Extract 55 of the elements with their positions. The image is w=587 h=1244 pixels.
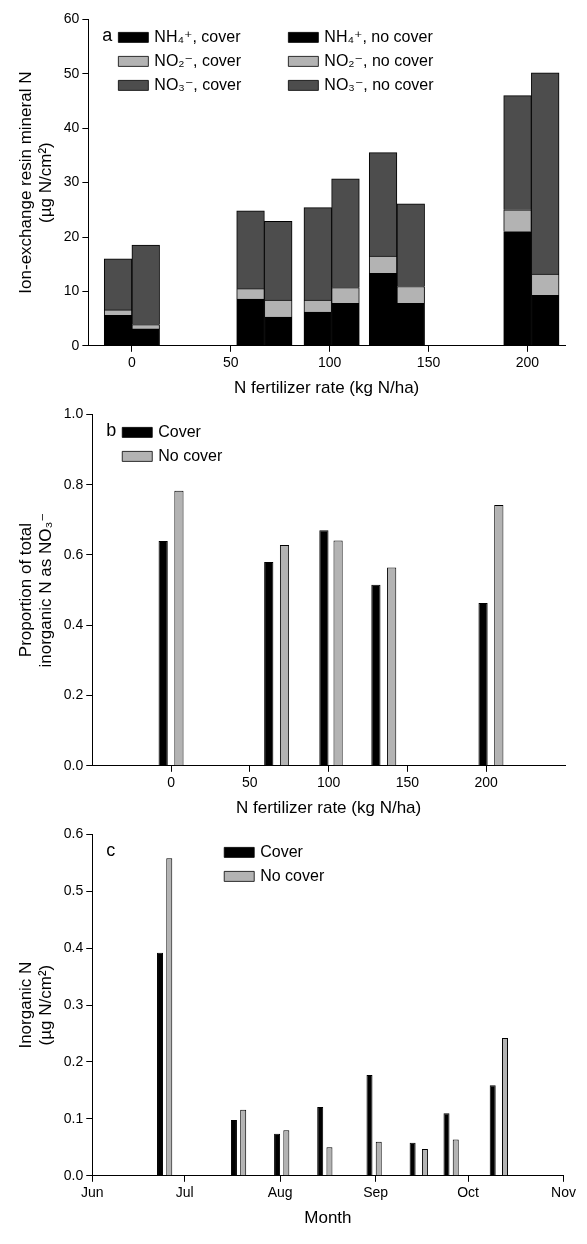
legend-label: Cover [158, 422, 202, 440]
y-tick-label: 40 [63, 119, 80, 136]
legend-label: No cover [260, 866, 325, 884]
y-axis-title: Proportion of total inorganic N as NO₃⁻ [15, 512, 56, 668]
y-tick-label: 60 [63, 10, 80, 27]
y-tick-label: 10 [63, 282, 80, 299]
x-tick-label: 150 [395, 774, 420, 791]
x-tick-label: 0 [167, 774, 176, 791]
x-tick-label: 150 [416, 354, 441, 371]
y-tick-label: 0.4 [63, 939, 84, 956]
x-tick-label: Sep [363, 1184, 389, 1201]
x-axis-title: N fertilizer rate (kg N/ha) [234, 378, 420, 398]
y-tick-label: 0.2 [63, 686, 84, 703]
annotation: c [106, 840, 116, 861]
y-tick-label: 0.6 [63, 825, 84, 842]
x-tick-label: Jul [175, 1184, 194, 1201]
annotation: a [102, 25, 114, 46]
y-tick-label: 50 [63, 64, 80, 81]
legend-label: NO₃⁻, no cover [324, 75, 435, 93]
legend-label: Cover [260, 842, 304, 860]
y-tick-label: 0.0 [63, 756, 84, 773]
annotation: b [106, 420, 117, 441]
y-tick-label: 0.6 [63, 545, 84, 562]
y-tick-label: 20 [63, 227, 80, 244]
legend-label: No cover [158, 446, 223, 464]
y-tick-label: 0.1 [63, 1109, 84, 1126]
legend-label: NO₂⁻, cover [154, 51, 242, 69]
legend-label: NH₄⁺, no cover [324, 27, 434, 45]
x-tick-label: 200 [515, 354, 540, 371]
y-tick-label: 0.0 [63, 1166, 84, 1183]
legend-label: NH₄⁺, cover [154, 27, 242, 45]
y-tick-label: 1.0 [63, 405, 84, 422]
y-tick-label: 0 [71, 336, 80, 353]
y-axis-title: Inorganic N (µg N/cm²) [15, 961, 56, 1049]
y-tick-label: 0.5 [63, 882, 84, 899]
x-axis-title: Month [304, 1208, 352, 1228]
x-tick-label: Oct [457, 1184, 480, 1201]
y-tick-label: 0.2 [63, 1052, 84, 1069]
y-tick-label: 0.4 [63, 616, 84, 633]
y-axis-title: Ion-exchange resin mineral N (µg N/cm²) [15, 71, 56, 294]
y-tick-label: 30 [63, 173, 80, 190]
legend-label: NO₂⁻, no cover [324, 51, 434, 69]
x-tick-label: 0 [127, 354, 136, 371]
legend-label: NO₃⁻, cover [154, 75, 243, 93]
y-tick-label: 0.8 [63, 475, 84, 492]
x-axis-title: N fertilizer rate (kg N/ha) [236, 798, 422, 818]
x-tick-label: Nov [551, 1184, 576, 1201]
x-tick-label: 100 [317, 354, 342, 371]
x-tick-label: Jun [80, 1184, 104, 1201]
x-tick-label: 50 [222, 354, 239, 371]
x-tick-label: Aug [267, 1184, 293, 1201]
x-tick-label: 200 [474, 774, 499, 791]
x-tick-label: 100 [316, 774, 341, 791]
x-tick-label: 50 [242, 774, 258, 791]
y-tick-label: 0.3 [63, 995, 84, 1012]
